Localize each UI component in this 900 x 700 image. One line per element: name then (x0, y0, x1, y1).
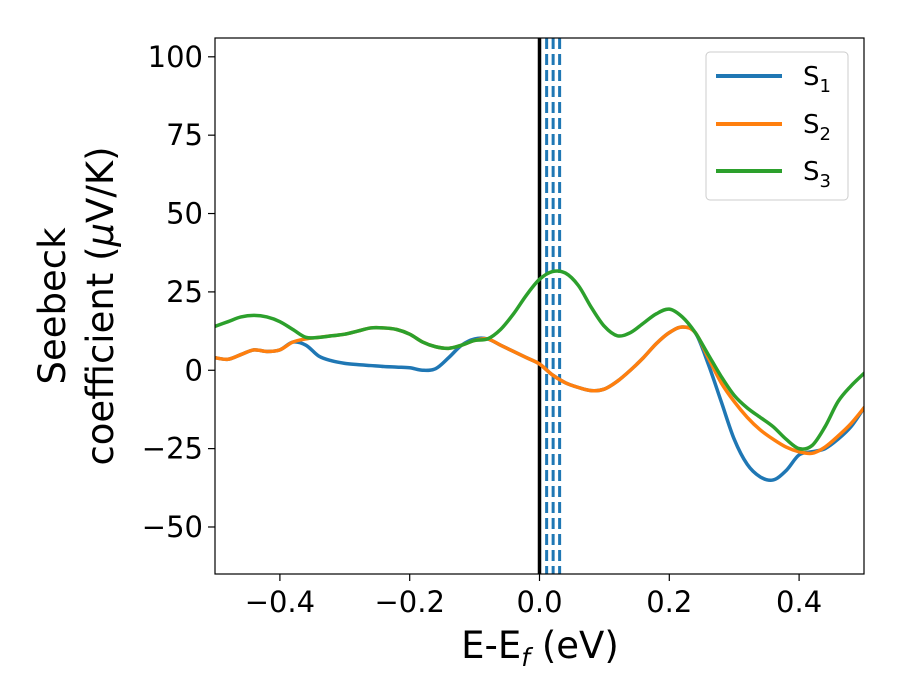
x-axis-label-unit: (eV) (530, 624, 619, 667)
x-ticks: −0.4 −0.2 0.0 0.2 0.4 (245, 574, 822, 619)
legend-label-s2-sub: 2 (820, 124, 831, 145)
y-axis-label-unit: V/K) (79, 146, 122, 222)
y-axis-label-mu: μ (79, 223, 122, 248)
y-tick-label: 0 (185, 353, 203, 387)
legend-label-s2-main: S (803, 110, 820, 140)
legend-label-s3-main: S (803, 157, 820, 187)
legend-label-s3-sub: 3 (820, 171, 831, 192)
legend-label-s2: S2 (803, 110, 831, 145)
y-tick-label: 25 (166, 275, 203, 309)
series-line-s3 (215, 269, 864, 451)
x-tick-label: −0.2 (374, 585, 444, 619)
vline-group (537, 38, 562, 574)
y-tick-label: −25 (142, 432, 203, 466)
y-ticks: −50 −25 0 25 50 75 100 (142, 40, 215, 544)
y-tick-label: 75 (166, 118, 203, 152)
y-axis-label-line2: coefficient (μV/K) (79, 146, 122, 465)
series-group (215, 269, 864, 483)
y-axis-label-line1: Seebeck (31, 227, 74, 385)
y-axis-label-coefficient: coefficient ( (79, 246, 122, 465)
legend-label-s1-main: S (803, 62, 820, 92)
legend-label-s1: S1 (803, 62, 831, 97)
x-tick-label: −0.4 (245, 585, 315, 619)
legend: S1 S2 S3 (705, 51, 849, 201)
y-tick-label: 50 (166, 197, 203, 231)
x-tick-label: 0.4 (776, 585, 822, 619)
legend-label-s1-sub: 1 (820, 76, 831, 97)
legend-label-s3: S3 (803, 157, 831, 192)
y-tick-label: −50 (142, 510, 203, 544)
y-axis-label: Seebeck coefficient (μV/K) (31, 146, 122, 465)
x-tick-label: 0.2 (646, 585, 692, 619)
x-axis-label: E-Ef (eV) (461, 624, 619, 672)
x-axis-label-main: E-E (461, 624, 521, 667)
x-tick-label: 0.0 (516, 585, 562, 619)
y-tick-label: 100 (148, 40, 203, 74)
